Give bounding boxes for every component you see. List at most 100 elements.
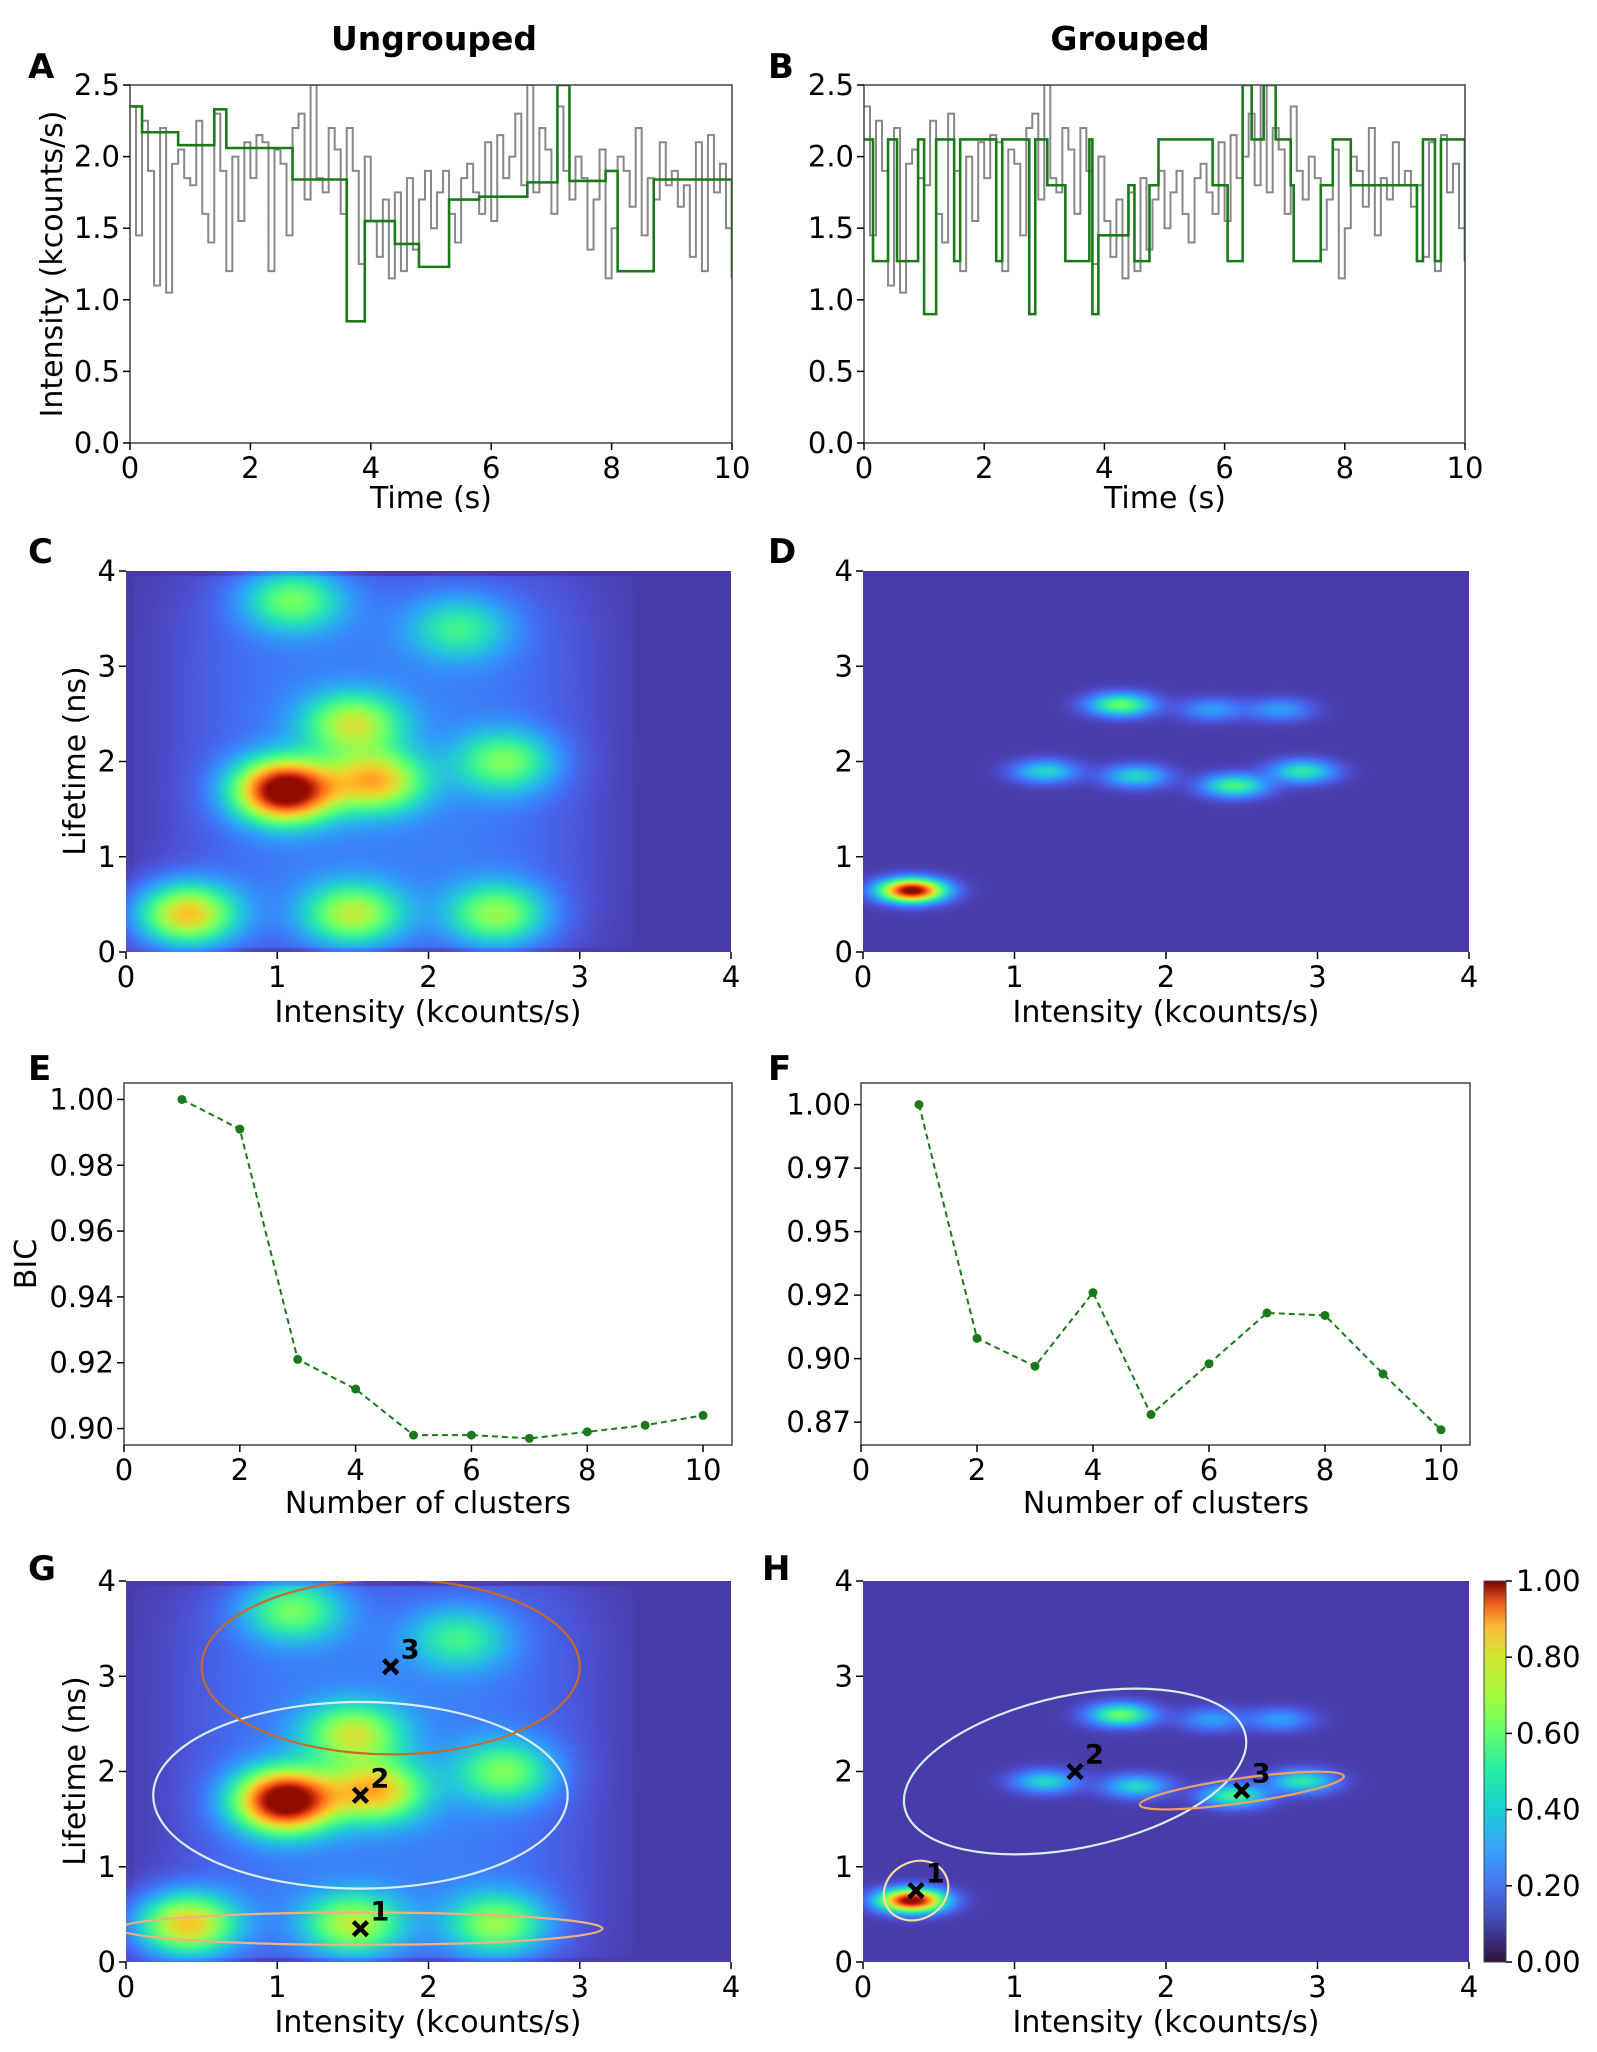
cluster-center-marker xyxy=(351,1786,370,1804)
x-tick-label: 0 xyxy=(854,960,872,994)
y-tick-label: 2.0 xyxy=(808,140,854,174)
intensity-trace-line xyxy=(130,85,732,294)
panel-e-xlabel: Number of clusters xyxy=(285,1486,571,1521)
x-tick-label: 2 xyxy=(419,1970,437,2004)
panel-a-trace-chart: 0 2 4 6 8 10 0.0 0.5 1.0 1.5 2.0 2.5 Time (s) Inten… xyxy=(35,68,750,516)
colorbar-tick-label: 0.20 xyxy=(1516,1869,1581,1903)
x-tick-label: 10 xyxy=(1447,451,1484,485)
col-title-grouped: Grouped xyxy=(1050,19,1209,58)
cluster-label: 3 xyxy=(401,1635,420,1666)
panel-label-d: D xyxy=(768,532,796,572)
panel-g-xlabel: Intensity (kcounts/s) xyxy=(275,2005,582,2040)
y-tick-label: 0.98 xyxy=(49,1148,114,1182)
y-tick-label: 4 xyxy=(98,554,116,588)
bic-point xyxy=(177,1094,187,1104)
panel-g-ylabel: Lifetime (ns) xyxy=(58,1676,93,1865)
cluster-center-marker xyxy=(1066,1762,1084,1781)
bic-point xyxy=(1262,1308,1272,1318)
bic-point xyxy=(1320,1310,1330,1320)
y-tick-label: 0.5 xyxy=(808,354,854,388)
panel-b-xlabel: Time (s) xyxy=(1103,481,1226,516)
x-tick-label: 10 xyxy=(1423,1453,1460,1487)
x-tick-label: 10 xyxy=(714,451,751,485)
y-tick-label: 0.0 xyxy=(808,426,854,460)
x-tick-label: 2 xyxy=(1157,1970,1175,2004)
y-tick-label: 0 xyxy=(835,1945,853,1979)
panel-h-heatmap-clusters: 1 2 3 0 1 2 3 4 0 1 2 3 4 Intensity (kcounts/s) xyxy=(835,1564,1479,2040)
bic-point xyxy=(293,1354,303,1364)
bic-point xyxy=(351,1384,361,1394)
y-tick-label: 1.00 xyxy=(49,1082,114,1116)
cluster-ellipse xyxy=(152,1700,569,1890)
x-tick-label: 4 xyxy=(362,451,380,485)
x-tick-label: 2 xyxy=(975,451,993,485)
x-tick-label: 2 xyxy=(968,1453,986,1487)
cluster-center-marker xyxy=(1233,1781,1251,1800)
panel-f-bic-chart: 0 2 4 6 8 10 0.87 0.90 0.92 0.95 0.97 1.00 Number o… xyxy=(786,1082,1471,1521)
bic-line xyxy=(918,1104,1442,1431)
bic-point xyxy=(235,1124,245,1134)
level-trace-line xyxy=(130,85,732,323)
y-tick-label: 1 xyxy=(98,1850,116,1884)
y-tick-label: 1.00 xyxy=(786,1088,851,1122)
x-tick-label: 2 xyxy=(419,960,437,994)
x-tick-label: 0 xyxy=(117,960,135,994)
x-tick-label: 0 xyxy=(121,451,139,485)
x-tick-label: 0 xyxy=(855,451,873,485)
bic-point xyxy=(409,1430,419,1440)
y-tick-label: 3 xyxy=(835,1659,853,1693)
colorbar-tick-label: 0.00 xyxy=(1516,1945,1581,1979)
panel-label-h: H xyxy=(762,1549,790,1589)
x-tick-label: 0 xyxy=(854,1970,872,2004)
panel-e-bic-chart: 0 2 4 6 8 10 0.90 0.92 0.94 0.96 0.98 1.00 Number o… xyxy=(9,1082,733,1521)
panel-c-heatmap: 0 1 2 3 4 0 1 2 3 4 Intensity (kcounts/s) Lifetim… xyxy=(58,554,740,1030)
y-tick-label: 4 xyxy=(835,1564,853,1598)
y-tick-label: 1.0 xyxy=(74,283,120,317)
panel-b-frame xyxy=(863,84,1466,444)
cluster-label: 2 xyxy=(370,1763,389,1794)
y-tick-label: 2.0 xyxy=(74,140,120,174)
cluster-ellipse xyxy=(902,1687,1248,1856)
y-tick-label: 1.0 xyxy=(808,283,854,317)
bic-line xyxy=(181,1098,704,1440)
cluster-center-marker xyxy=(907,1881,925,1900)
panel-g-heatmap-clusters: 1 2 3 0 1 2 3 4 0 1 2 3 4 Intensity (kcounts/s) Lif… xyxy=(58,1564,740,2040)
panel-f-xlabel: Number of clusters xyxy=(1023,1486,1309,1521)
y-tick-label: 2 xyxy=(835,1755,853,1789)
panel-c-xlabel: Intensity (kcounts/s) xyxy=(275,995,582,1030)
y-tick-label: 1.5 xyxy=(808,211,854,245)
cluster-label: 1 xyxy=(370,1897,389,1928)
colorbar-gradient xyxy=(1483,1580,1507,1963)
x-tick-label: 1 xyxy=(1005,1970,1023,2004)
x-tick-label: 4 xyxy=(1084,1453,1102,1487)
y-tick-label: 1 xyxy=(835,1850,853,1884)
y-tick-label: 0.90 xyxy=(786,1342,851,1376)
colorbar: 0.00 0.20 0.40 0.60 0.80 1.00 xyxy=(1483,1564,1581,1979)
x-tick-label: 1 xyxy=(268,1970,286,2004)
y-tick-label: 0.92 xyxy=(49,1346,114,1380)
cluster-ellipse xyxy=(200,1581,581,1756)
y-tick-label: 0.0 xyxy=(74,426,120,460)
y-tick-label: 0 xyxy=(98,935,116,969)
cluster-ellipse xyxy=(1138,1770,1345,1811)
y-tick-label: 0 xyxy=(98,1945,116,1979)
y-tick-label: 2 xyxy=(98,745,116,779)
y-tick-label: 4 xyxy=(98,1564,116,1598)
x-tick-label: 6 xyxy=(462,1453,480,1487)
x-tick-label: 8 xyxy=(1336,451,1354,485)
x-tick-label: 3 xyxy=(1308,1970,1326,2004)
panel-label-f: F xyxy=(768,1049,791,1089)
x-tick-label: 2 xyxy=(1157,960,1175,994)
y-tick-label: 2 xyxy=(835,745,853,779)
panel-a-ylabel: Intensity (kcounts/s) xyxy=(35,111,70,418)
panel-d-density-canvas xyxy=(863,571,1469,952)
panel-h-density-canvas xyxy=(863,1581,1469,1962)
bic-point xyxy=(466,1430,476,1440)
col-title-ungrouped: Ungrouped xyxy=(331,19,537,58)
panel-label-c: C xyxy=(28,532,53,572)
cluster-ellipse xyxy=(882,1859,950,1922)
bic-point xyxy=(1146,1410,1156,1420)
x-tick-label: 8 xyxy=(1316,1453,1334,1487)
x-tick-label: 6 xyxy=(482,451,500,485)
panel-e-frame xyxy=(123,1082,733,1446)
